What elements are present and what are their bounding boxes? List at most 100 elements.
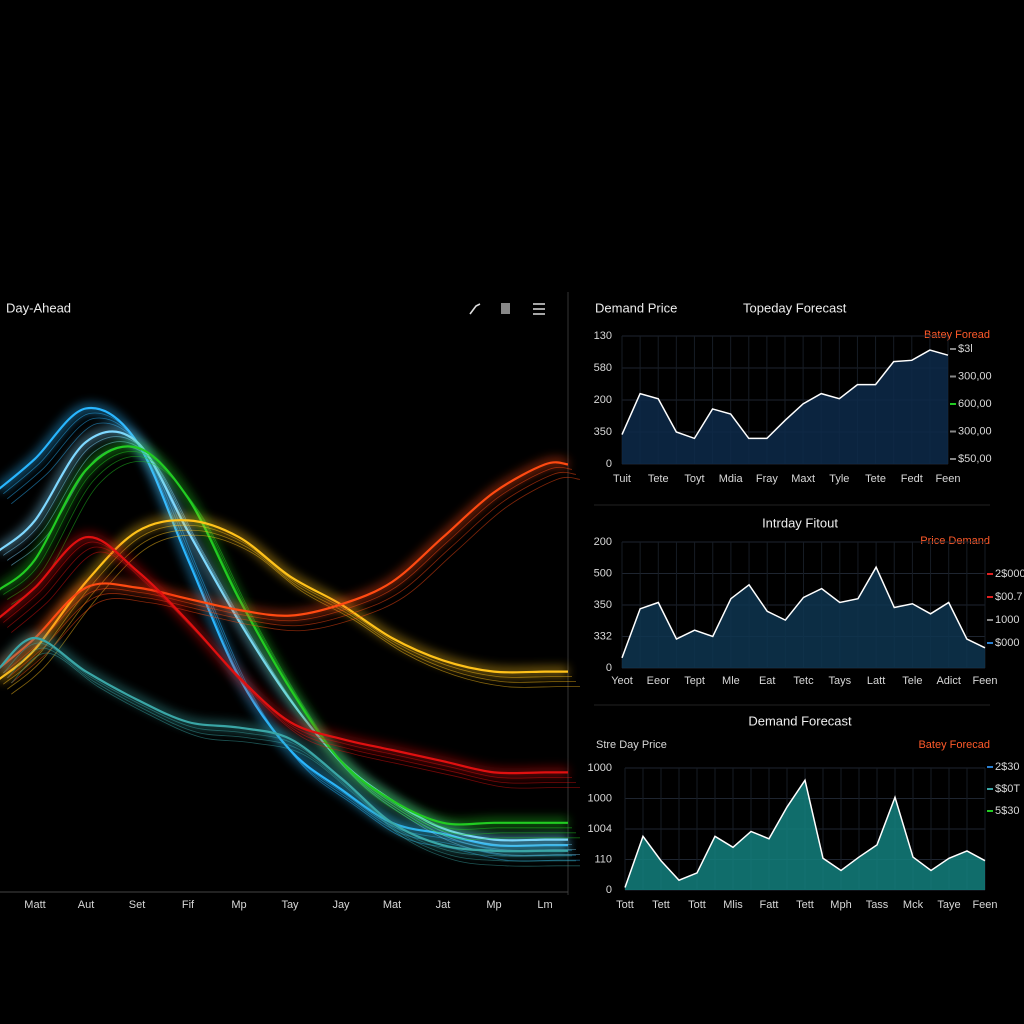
- y-tick-label: 200: [594, 394, 612, 406]
- y-tick-label: 580: [594, 362, 612, 374]
- curves: [0, 402, 581, 867]
- chart-subtitle: Stre Day Price: [596, 739, 667, 751]
- curve-strand: [11, 461, 580, 840]
- x-tick-label: Mp: [486, 899, 501, 911]
- x-tick-label: Adict: [936, 675, 960, 687]
- curve-strand: [7, 456, 576, 835]
- side-label: 5$30: [995, 805, 1019, 817]
- x-tick-label: Tett: [796, 899, 814, 911]
- chart-title: Intrday Fitout: [762, 515, 838, 530]
- x-tick-label: Mck: [903, 899, 924, 911]
- y-tick-label: 110: [594, 853, 612, 865]
- chart-title: Day-Ahead: [6, 300, 71, 315]
- y-tick-label: 332: [594, 630, 612, 642]
- x-tick-label: Feen: [972, 899, 997, 911]
- side-label: 2$30: [995, 761, 1019, 773]
- toolbar[interactable]: [469, 303, 545, 315]
- curve: [0, 461, 569, 669]
- y-tick-label: 1000: [588, 762, 612, 774]
- curve-strand: [7, 647, 576, 862]
- x-tick-label: Tass: [866, 899, 889, 911]
- curve-strand: [7, 417, 576, 857]
- x-tick-label: Tetc: [793, 675, 814, 687]
- y-tick-label: 1004: [588, 823, 612, 835]
- x-tick-label: Tete: [648, 473, 669, 485]
- x-tick-label: Mdia: [719, 473, 744, 485]
- area: [622, 350, 948, 464]
- line-icon[interactable]: [469, 303, 481, 315]
- side-label: $50,00: [958, 453, 992, 465]
- x-tick-label: Mlis: [723, 899, 743, 911]
- menu-icon[interactable]: [533, 303, 545, 315]
- x-tick-label: Tott: [616, 899, 634, 911]
- curve-strand: [11, 652, 580, 867]
- x-tick-label: Tay: [281, 899, 299, 911]
- y-tick-label: 0: [606, 884, 612, 896]
- chart-subtitle: Topeday Forecast: [743, 300, 847, 315]
- side-label: 300,00: [958, 370, 992, 382]
- x-tick-label: Tuit: [613, 473, 631, 485]
- chart-title: Demand Price: [595, 300, 677, 315]
- x-tick-label: Tyle: [829, 473, 849, 485]
- x-tick-label: Jay: [332, 899, 350, 911]
- x-tick-label: Tett: [652, 899, 670, 911]
- x-tick-label: Tays: [828, 675, 851, 687]
- curve-glow: [0, 457, 569, 672]
- curve-strand: [7, 546, 576, 784]
- side-label: 300,00: [958, 425, 992, 437]
- x-tick-label: Tott: [688, 899, 706, 911]
- x-tick-label: Mp: [231, 899, 246, 911]
- y-tick-label: 350: [594, 599, 612, 611]
- curve-strand: [3, 541, 572, 779]
- bar-icon[interactable]: [501, 303, 510, 314]
- x-tick-label: Aut: [78, 899, 95, 911]
- y-tick-label: 0: [606, 458, 612, 470]
- curve-strand: [11, 551, 580, 789]
- x-tick-label: Tete: [865, 473, 886, 485]
- x-tick-label: Tele: [902, 675, 922, 687]
- curve: [0, 445, 568, 826]
- curve-strand: [7, 529, 576, 690]
- y-tick-label: 1000: [588, 792, 612, 804]
- line: [621, 565, 986, 659]
- x-tick-label: Set: [129, 899, 146, 911]
- line: [624, 778, 986, 888]
- y-tick-label: 0: [606, 662, 612, 674]
- x-tick-label: Tept: [684, 675, 705, 687]
- side-label: 600,00: [958, 398, 992, 410]
- x-tick-label: Matt: [24, 899, 45, 911]
- curve-strand: [3, 412, 572, 852]
- curve-strand: [7, 471, 577, 679]
- curve: [0, 536, 568, 775]
- curve: [0, 406, 568, 848]
- x-tick-label: Latt: [867, 675, 885, 687]
- x-tick-label: Fedt: [901, 473, 923, 485]
- side-label: $$0T: [995, 783, 1020, 795]
- x-tick-label: Mle: [722, 675, 740, 687]
- legend-label: Price Demand: [920, 535, 990, 547]
- x-tick-label: Fatt: [760, 899, 779, 911]
- x-tick-label: Feen: [972, 675, 997, 687]
- curve-strand: [11, 476, 581, 684]
- legend-label: Batey Foread: [924, 329, 990, 341]
- y-tick-label: 200: [594, 536, 612, 548]
- x-tick-label: Yeot: [611, 675, 633, 687]
- chart-title: Demand Forecast: [748, 713, 852, 728]
- side-label: $3l: [958, 343, 973, 355]
- x-tick-label: Fray: [756, 473, 779, 485]
- x-tick-label: Toyt: [684, 473, 704, 485]
- legend-label: Batey Forecad: [918, 739, 990, 751]
- area: [622, 567, 985, 668]
- side-label: 1000: [995, 614, 1019, 626]
- curve-strand: [3, 466, 573, 674]
- x-tick-label: Jat: [436, 899, 451, 911]
- x-tick-label: Taye: [937, 899, 960, 911]
- y-tick-label: 130: [594, 330, 612, 342]
- x-tick-label: Mat: [383, 899, 401, 911]
- area: [625, 780, 985, 890]
- side-label: $00.7: [995, 591, 1023, 603]
- x-tick-label: Maxt: [791, 473, 815, 485]
- line: [621, 349, 949, 440]
